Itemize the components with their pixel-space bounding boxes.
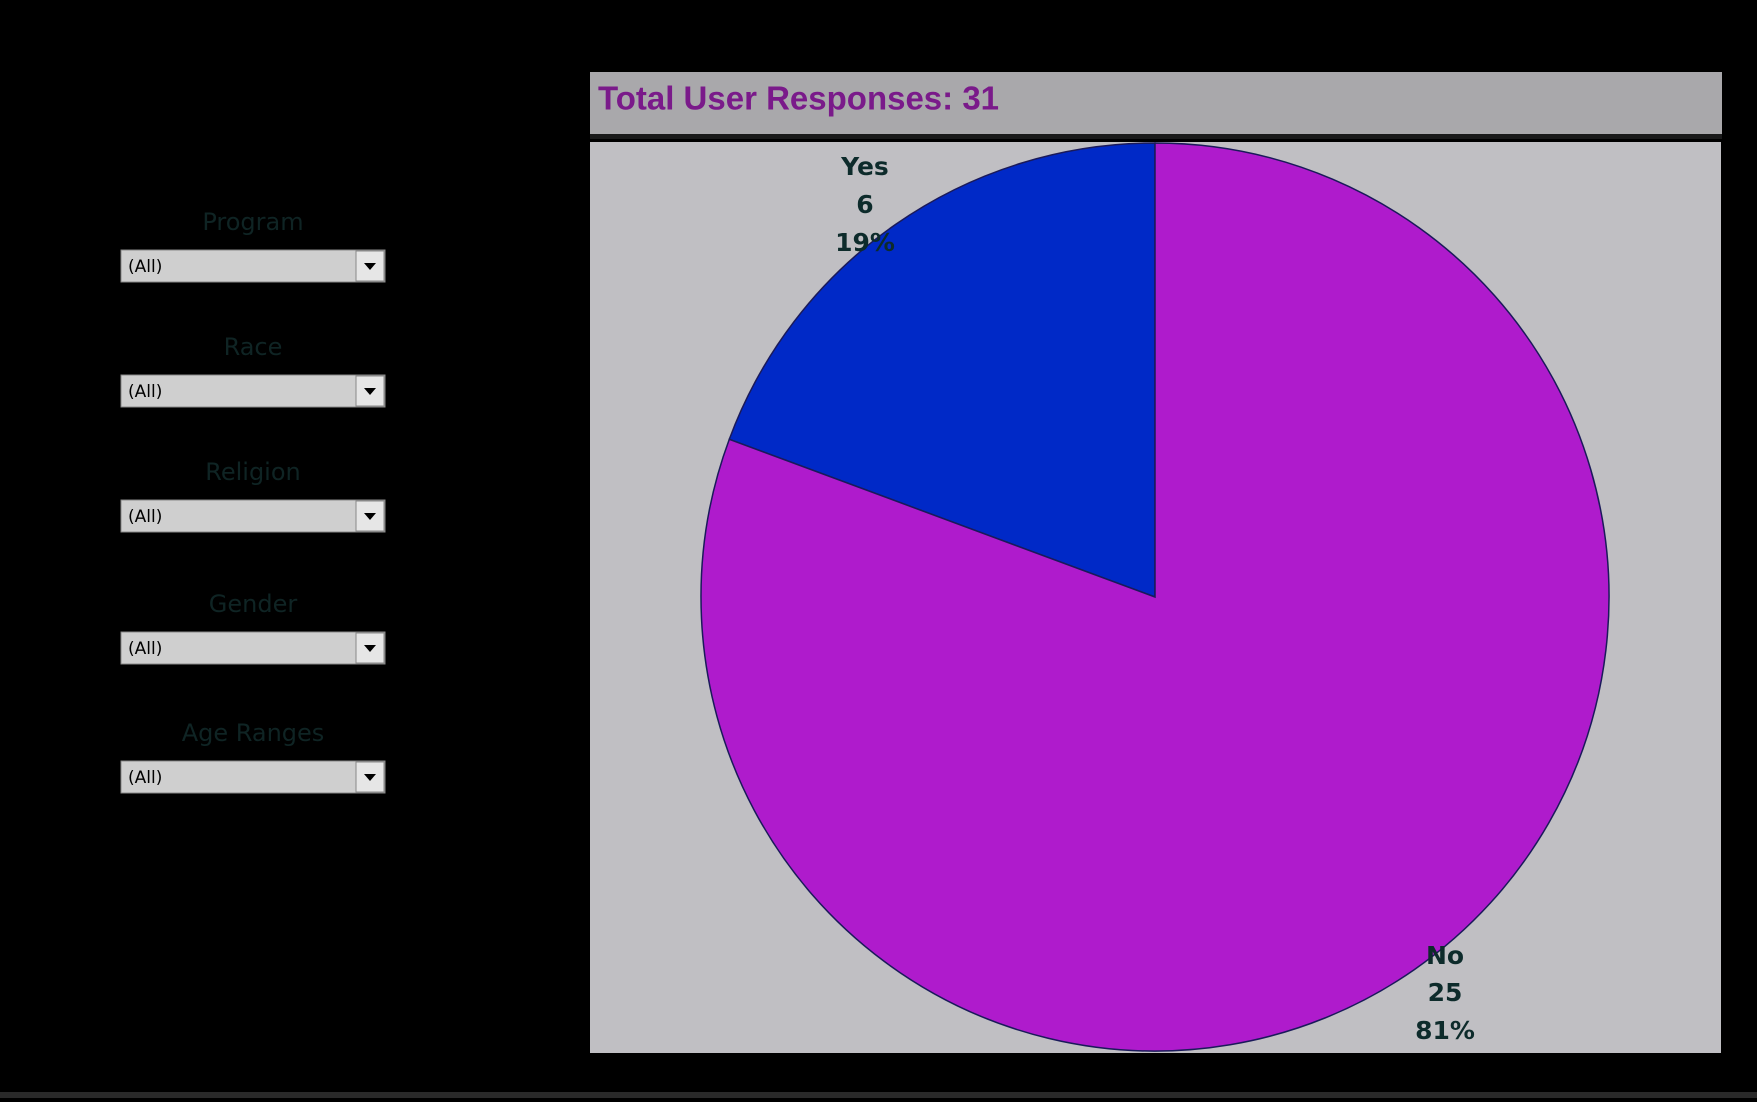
dropdown-button[interactable] <box>355 500 385 532</box>
title-divider <box>590 134 1722 139</box>
dropdown-arrow <box>364 513 376 520</box>
filter-label: Religion <box>205 458 301 486</box>
chart-title: Total User Responses: 31 <box>598 80 999 117</box>
filter-value: (All) <box>128 507 162 527</box>
dropdown-arrow <box>364 263 376 270</box>
filter-label: Race <box>224 333 283 361</box>
filter-label: Program <box>202 208 303 236</box>
slice-percent: 19% <box>835 228 895 257</box>
title-bar <box>590 72 1722 134</box>
filter-label: Age Ranges <box>182 719 325 747</box>
filter-value: (All) <box>128 382 162 402</box>
filter-label: Gender <box>209 590 298 618</box>
dropdown-arrow <box>364 645 376 652</box>
filter-value: (All) <box>128 257 162 277</box>
slice-value: 6 <box>856 190 873 219</box>
filter-value: (All) <box>128 768 162 788</box>
filter-dropdown[interactable] <box>120 631 386 665</box>
slice-value: 25 <box>1428 978 1463 1007</box>
dropdown-arrow <box>364 388 376 395</box>
slice-category: No <box>1426 941 1464 970</box>
dropdown-arrow <box>364 774 376 781</box>
pie-slice <box>728 142 1156 599</box>
filter-dropdown[interactable] <box>120 374 386 408</box>
pie-slice <box>700 142 1610 1052</box>
filter-dropdown[interactable] <box>120 249 386 283</box>
filter-value: (All) <box>128 639 162 659</box>
slice-percent: 81% <box>1415 1016 1475 1045</box>
filter-dropdown[interactable] <box>120 760 386 794</box>
status-strip <box>0 1092 1757 1098</box>
slice-category: Yes <box>840 152 889 181</box>
filter-dropdown[interactable] <box>120 499 386 533</box>
